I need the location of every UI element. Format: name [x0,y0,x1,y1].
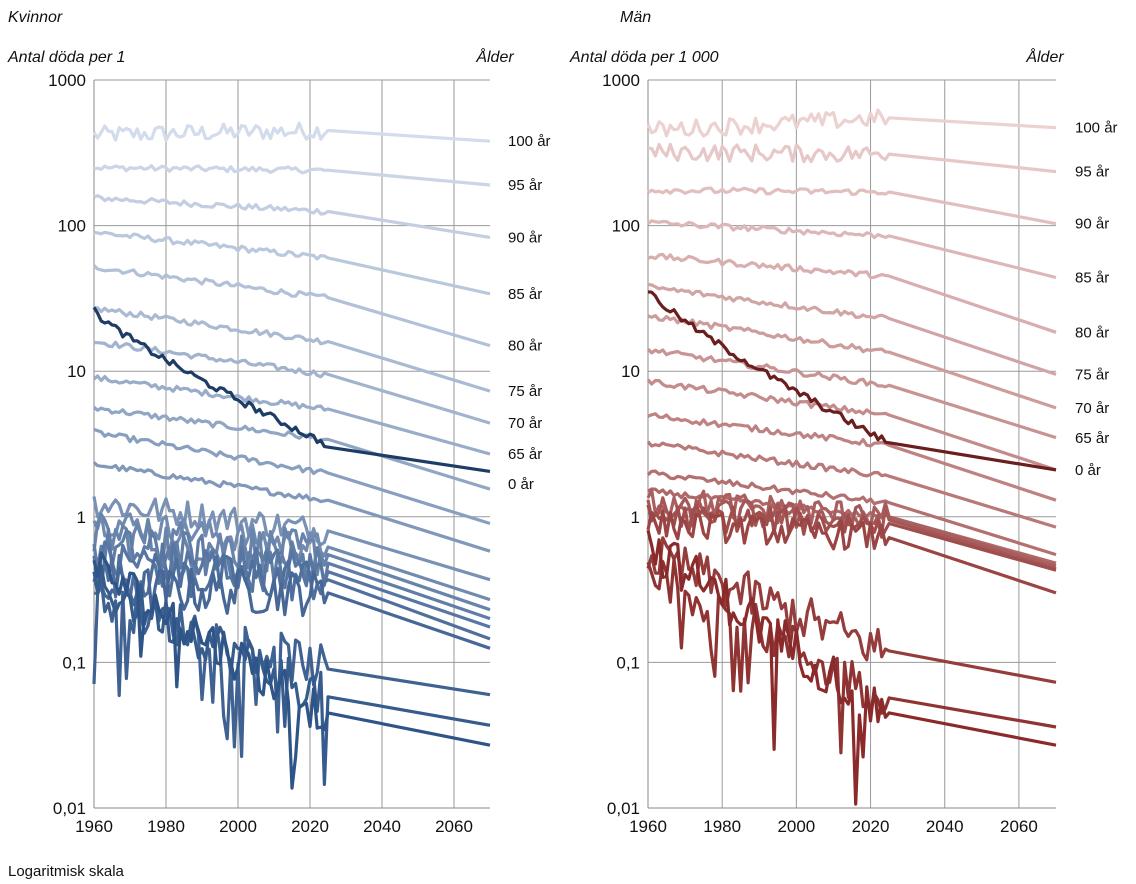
y-tick-label: 10 [67,362,86,381]
x-tick-label: 1960 [629,817,667,836]
age-header: Ålder [1025,47,1064,66]
series-line [92,565,491,650]
y-axis-label: Antal döda per 1 [7,49,125,66]
series-line [92,121,491,143]
x-tick-label: 2020 [852,817,890,836]
age-label: 0 år [1075,462,1101,479]
series-line [92,540,491,629]
series-line [646,469,1057,557]
x-tick-label: 2000 [219,817,257,836]
series-line [92,551,491,790]
series-line-0-ar [647,290,1057,472]
y-axis-label: Antal döda per 1 000 [569,49,719,66]
series-line [646,440,1057,529]
series-line [646,348,1057,440]
y-tick-label: 100 [58,217,86,236]
series-line [93,194,491,239]
x-tick-label: 1980 [147,817,185,836]
y-tick-label: 0,1 [62,653,86,672]
series-line [92,564,491,786]
series-line [93,230,491,296]
age-label: 70 år [1075,400,1109,417]
chart-panel-man: Män Antal döda per 1 000 Ålder 0,01 0,1 1 10 10… [569,9,1118,836]
x-tick-label: 2040 [363,817,401,836]
age-label: 85 år [508,286,542,303]
age-label: 90 år [1075,216,1109,233]
y-tick-label: 10 [621,362,640,381]
series-line [93,427,491,526]
age-label: 100 år [1075,120,1118,137]
y-tick-label: 1000 [602,71,640,90]
y-tick-label: 0,1 [616,653,640,672]
series-line [93,164,491,187]
series-line [647,142,1057,174]
series-line [647,412,1057,502]
chart-panel-kvinnor: Kvinnor Antal döda per 1 Ålder 0,01 0,1 1 10 10… [7,9,551,836]
series-line [646,378,1057,472]
series-line [647,219,1057,280]
series-line [647,252,1057,334]
series-line [647,282,1057,376]
age-label: 80 år [1075,324,1109,341]
age-label: 65 år [508,446,542,463]
age-header: Ålder [475,47,514,66]
footnote: Logaritmisk skala [8,863,125,880]
x-tick-label: 2000 [777,817,815,836]
age-label: 80 år [508,338,542,355]
y-tick-label: 1 [631,508,640,527]
age-label: 100 år [508,133,551,150]
series-line [647,186,1057,226]
y-tick-label: 100 [612,217,640,236]
age-label: 65 år [1075,430,1109,447]
series-line [647,314,1057,410]
series-line [92,374,491,456]
age-label: 95 år [1075,164,1109,181]
x-tick-label: 2060 [435,817,473,836]
series-line [92,461,491,553]
series-line [92,406,491,491]
series-line [93,305,491,393]
x-tick-label: 2040 [926,817,964,836]
series-line [93,340,491,425]
series-line [646,536,1057,684]
series-line [92,527,491,621]
y-tick-label: 1000 [48,71,86,90]
chart-title: Kvinnor [8,9,63,26]
y-tick-label: 0,01 [53,799,86,818]
series-line-0-ar [92,306,491,473]
series-line [646,509,1057,595]
series-line [92,496,491,582]
age-label: 90 år [508,229,542,246]
series-line [646,529,1057,806]
chart-title: Män [620,9,651,26]
age-label: 95 år [508,177,542,194]
age-label: 75 år [1075,366,1109,383]
age-label: 70 år [508,415,542,432]
age-label: 75 år [508,383,542,400]
age-label: 85 år [1075,270,1109,287]
x-tick-label: 2060 [1000,817,1038,836]
y-tick-label: 0,01 [607,799,640,818]
series-line [92,264,491,348]
series-line [646,108,1057,138]
x-tick-label: 1980 [703,817,741,836]
x-tick-label: 2020 [291,817,329,836]
age-label: 0 år [508,476,534,493]
x-tick-label: 1960 [75,817,113,836]
y-tick-label: 1 [77,508,86,527]
